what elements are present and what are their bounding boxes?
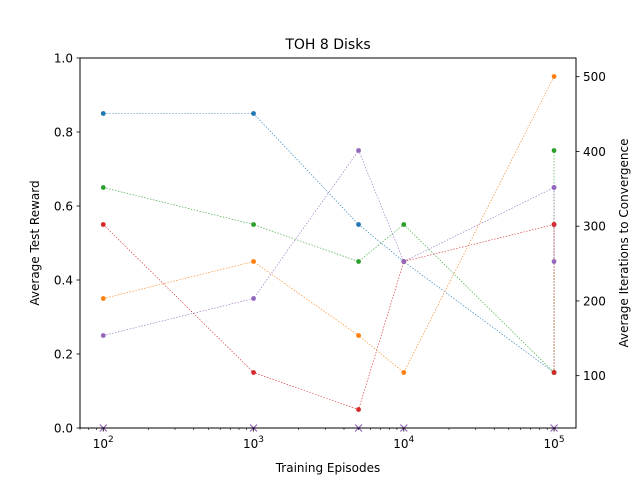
- plot-area: [99, 74, 558, 432]
- y-right-tick-label: 100: [583, 369, 606, 383]
- y-axis-left: 0.0 0.2 0.4 0.6 0.8 1.0: [54, 52, 80, 436]
- y-left-tick-label: 0.0: [54, 422, 73, 436]
- y-left-tick-label: 0.8: [54, 126, 73, 140]
- y-left-tick-label: 0.4: [54, 274, 73, 288]
- series-end-point-5-1: [551, 185, 557, 190]
- y-right-tick-label: 500: [583, 70, 606, 84]
- y-right-tick-label: 400: [583, 145, 606, 159]
- series-point-5-3: [356, 148, 361, 153]
- series-line-1: [103, 113, 555, 373]
- series-point-2-2: [251, 259, 256, 264]
- x-axis-label: Training Episodes: [275, 461, 381, 475]
- y-axis-right: 100 200 300 400 500: [576, 70, 606, 383]
- series-point-2-1: [100, 296, 106, 301]
- y-axis-left-label: Average Test Reward: [28, 180, 42, 305]
- x-tick-label: 103: [243, 435, 264, 451]
- series-point-1-3: [356, 222, 361, 227]
- y-left-tick-label: 1.0: [54, 52, 73, 66]
- x-axis: 102 103 104 105: [79, 428, 565, 451]
- series-point-2-5: [551, 74, 557, 79]
- series-point-2-3: [356, 333, 361, 338]
- series-point-4-3: [356, 407, 361, 412]
- plot-frame: [79, 57, 577, 429]
- chart-title: TOH 8 Disks: [284, 37, 370, 53]
- series-point-4-2: [251, 370, 256, 375]
- series-point-1-1: [100, 111, 106, 116]
- series-end-point-3-2: [551, 148, 557, 153]
- series-end-point-4-2: [551, 370, 557, 375]
- series-point-2-4: [401, 370, 407, 375]
- x-tick-label: 105: [544, 435, 565, 451]
- series-line-3: [103, 187, 555, 373]
- series-point-3-2: [251, 222, 256, 227]
- y-left-tick-label: 0.6: [54, 200, 73, 214]
- series-line-4: [103, 224, 555, 410]
- series-line-5: [103, 149, 555, 336]
- series-point-5-2: [251, 296, 256, 301]
- x-tick-label: 104: [393, 435, 414, 451]
- series-point-1-2: [251, 111, 256, 116]
- series-point-5-1: [100, 333, 106, 338]
- y-right-tick-label: 300: [583, 220, 606, 234]
- series-point-3-4: [401, 222, 407, 227]
- y-right-tick-label: 200: [583, 294, 606, 308]
- y-left-tick-label: 0.2: [54, 348, 73, 362]
- series-point-3-3: [356, 259, 361, 264]
- x-tick-label: 102: [93, 435, 114, 451]
- series-end-point-5-2: [551, 259, 557, 264]
- series-line-2: [103, 76, 555, 373]
- series-point-5-4: [401, 259, 407, 264]
- series-point-3-1: [100, 185, 106, 190]
- series-point-4-1: [100, 222, 106, 227]
- y-axis-right-label: Average Iterations to Convergence: [617, 138, 631, 347]
